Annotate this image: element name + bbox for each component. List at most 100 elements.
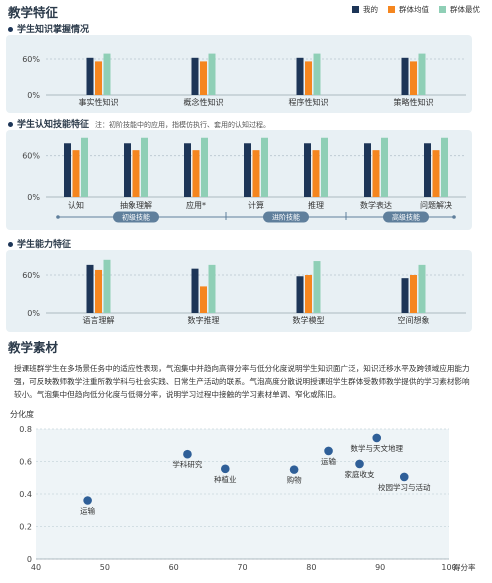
- legend-item-mean: 群体均值: [388, 4, 429, 15]
- bar-计算-群体最优: [261, 137, 268, 197]
- panel-material: 0 0.2 0.4 0.6 0.8 40 50 60 70 80 90 100 分化度 得分率 运输 学科研究…: [6, 405, 486, 581]
- bubble-家庭收支: [355, 459, 364, 469]
- bar-数学模型-群体最优: [313, 261, 321, 313]
- bar-数字推理-群体均值: [200, 286, 207, 313]
- y-tick-label: 60%: [22, 271, 40, 280]
- x-tick-label: 100: [441, 563, 456, 572]
- panel-knowledge: 60% 0% 事实性知识 概念性知识 程序性知识 策略性知识: [6, 35, 472, 113]
- y-tick-label: 0.6: [19, 458, 32, 467]
- section-note: 注：初阶技能中的应用，指模仿执行、套用的认知过程。: [95, 121, 271, 129]
- bubble-种植业: [220, 464, 230, 474]
- x-tick-label: 80: [306, 563, 316, 572]
- bar-问题解决-群体最优: [441, 137, 448, 197]
- ability-bar-chart: 60% 0% 语言理解 数字推理 数学模型 空间想象: [22, 259, 466, 325]
- bar-计算-群体均值: [252, 150, 260, 197]
- x-tick-label: 问题解决: [420, 200, 452, 210]
- x-tick-label: 计算: [248, 200, 264, 210]
- bubble-运输: [83, 496, 92, 505]
- bar-计算-我的: [244, 143, 251, 197]
- x-tick-label: 40: [31, 563, 41, 572]
- material-description: 授课班群学生在多场景任务中的适应性表现，气泡集中并趋向高得分率与低分化度说明学生…: [14, 364, 470, 399]
- bar-程序性知识-群体均值: [305, 61, 312, 95]
- bar-数学表达-群体均值: [372, 150, 380, 197]
- bubble-label: 运输: [321, 456, 336, 466]
- x-tick-label: 应用*: [186, 200, 206, 210]
- bar-事实性知识-群体最优: [103, 53, 111, 95]
- bar-推理-群体最优: [321, 137, 328, 197]
- bar-数学模型-群体均值: [305, 275, 312, 313]
- bar-策略性知识-群体最优: [418, 53, 426, 95]
- skill-group-label: 初级技能: [122, 213, 150, 222]
- page-title: 教学特征: [8, 5, 59, 20]
- bar-认知-群体最优: [81, 137, 88, 197]
- bubble-label: 学科研究: [172, 459, 202, 469]
- bar-应用*-群体均值: [192, 150, 200, 197]
- y-tick-label: 0%: [27, 193, 40, 202]
- section-title-material: 教学素材: [8, 340, 59, 355]
- legend-swatch-best: [439, 6, 446, 13]
- x-tick-label: 抽象理解: [120, 200, 152, 210]
- x-tick-label: 空间想象: [398, 315, 430, 325]
- y-tick-label: 0.2: [19, 523, 32, 532]
- section-title-cognitive: 学生认知技能特征 注：初阶技能中的应用，指模仿执行、套用的认知过程。: [8, 117, 270, 130]
- knowledge-bar-chart: 60% 0% 事实性知识 概念性知识 程序性知识 策略性知识: [22, 53, 466, 107]
- bar-语言理解-群体最优: [103, 259, 111, 313]
- y-tick-label: 0: [27, 555, 32, 564]
- x-tick-label: 推理: [308, 200, 324, 210]
- bar-抽象理解-群体均值: [132, 150, 140, 197]
- bar-概念性知识-群体最优: [208, 53, 216, 95]
- x-tick-label: 策略性知识: [394, 97, 434, 107]
- x-tick-label: 90: [375, 563, 385, 572]
- section-title-knowledge: 学生知识掌握情况: [8, 22, 89, 35]
- bracket-end-dot: [452, 215, 456, 219]
- bubble-label: 校园学习与活动: [378, 482, 431, 492]
- legend-item-best: 群体最优: [439, 4, 480, 15]
- x-tick-label: 认知: [68, 200, 84, 210]
- bubble-label: 购物: [287, 475, 302, 485]
- bubble-数学与天文地理: [372, 433, 382, 443]
- skill-group-label: 高级技能: [392, 213, 420, 222]
- bubble-学科研究: [183, 449, 192, 459]
- skill-group-badge: [383, 211, 429, 223]
- y-tick-label: 0.4: [19, 490, 32, 499]
- panel-cognitive: 60% 0% 认知 抽象理解 应用* 计算 推理 数学表达 问题解决 初级技能 进阶技能 高级技能: [6, 130, 472, 230]
- bar-抽象理解-我的: [124, 143, 131, 197]
- bubble-购物: [289, 465, 299, 474]
- bar-事实性知识-我的: [86, 57, 94, 95]
- y-tick-label: 60%: [22, 152, 40, 161]
- x-tick-label: 语言理解: [83, 315, 115, 325]
- x-tick-label: 数学模型: [293, 315, 325, 325]
- legend-swatch-mine: [352, 6, 359, 13]
- y-tick-label: 60%: [22, 55, 40, 64]
- legend-label: 我的: [363, 5, 378, 14]
- bar-空间想象-群体均值: [410, 275, 417, 313]
- bubble-校园学习与活动: [399, 472, 409, 482]
- skill-group-label: 进阶技能: [272, 213, 300, 222]
- bar-空间想象-群体最优: [418, 264, 426, 313]
- bar-应用*-群体最优: [201, 137, 208, 197]
- x-tick-label: 概念性知识: [184, 97, 224, 107]
- legend-item-mine: 我的: [352, 4, 378, 15]
- y-tick-label: 0%: [27, 91, 40, 100]
- panel-ability: 60% 0% 语言理解 数字推理 数学模型 空间想象: [6, 250, 472, 332]
- y-tick-label: 0%: [27, 309, 40, 318]
- bar-事实性知识-群体均值: [95, 61, 102, 95]
- bar-语言理解-群体均值: [95, 269, 102, 313]
- bar-认知-我的: [64, 143, 71, 197]
- bar-认知-群体均值: [72, 150, 80, 197]
- section-title-ability: 学生能力特征: [8, 237, 71, 250]
- bubble-label: 数学与天文地理: [350, 443, 403, 453]
- bar-数字推理-我的: [191, 268, 199, 313]
- bar-问题解决-我的: [424, 143, 431, 197]
- bar-策略性知识-群体均值: [410, 61, 417, 95]
- x-tick-label: 数字推理: [188, 315, 220, 325]
- bracket-end-dot: [56, 215, 60, 219]
- bubble-label: 家庭收支: [345, 469, 375, 479]
- x-tick-label: 60: [169, 563, 179, 572]
- bar-空间想象-我的: [401, 278, 409, 313]
- bar-数学表达-我的: [364, 143, 371, 197]
- bar-语言理解-我的: [86, 264, 94, 313]
- x-tick-label: 程序性知识: [289, 97, 329, 107]
